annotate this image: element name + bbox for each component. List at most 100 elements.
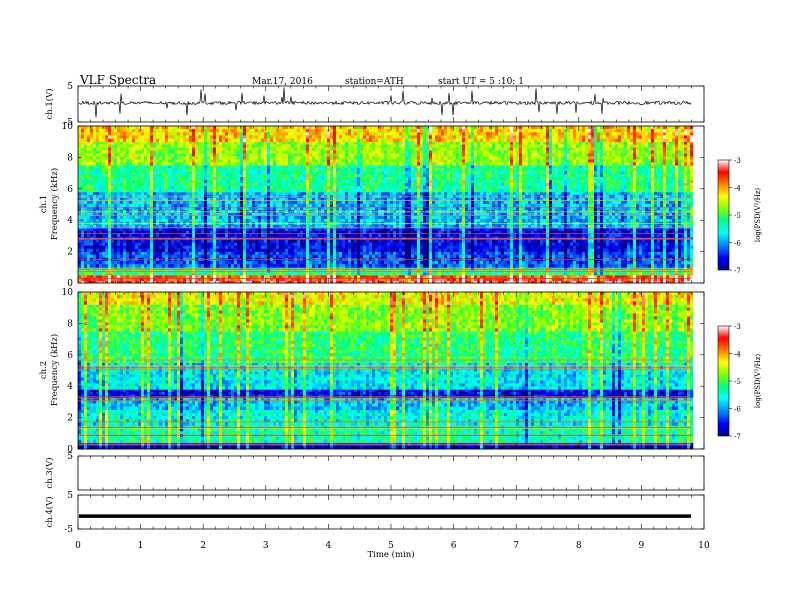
spectrogram-cell — [312, 233, 316, 238]
spectrogram-cell — [156, 207, 160, 211]
spectrogram-cell — [282, 242, 286, 247]
spectrogram-cell — [432, 239, 436, 244]
spectrogram-cell — [228, 228, 232, 232]
spectrogram-cell — [606, 204, 610, 208]
spectrogram-cell — [318, 248, 322, 252]
spectrogram-cell — [456, 231, 460, 235]
spectrogram-cell — [336, 233, 340, 238]
spectrogram-cell — [501, 228, 505, 232]
spectrogram-cell — [522, 191, 526, 196]
spectrogram-cell — [660, 272, 664, 276]
spectrogram-cell — [351, 228, 355, 232]
spectrogram-cell — [438, 191, 442, 196]
spectrogram-cell — [687, 236, 691, 241]
spectrogram-cell — [564, 242, 568, 247]
spectrogram-cell — [456, 245, 460, 249]
spectrogram-cell — [471, 277, 475, 281]
spectrogram-cell — [249, 198, 253, 202]
spectrogram-cell — [162, 251, 166, 256]
spectrogram-cell — [162, 204, 166, 208]
spectrogram-cell — [672, 261, 676, 265]
spectrogram-cell — [450, 191, 454, 196]
spectrogram-cell — [132, 191, 136, 196]
spectrogram-cell — [408, 280, 412, 284]
spectrogram-cell — [540, 264, 544, 268]
spectrogram-cell — [81, 198, 85, 202]
spectrogram-cell — [258, 277, 262, 281]
spectrogram-cell — [105, 275, 109, 279]
spectrogram-cell — [390, 245, 394, 249]
spectrogram-cell — [99, 231, 103, 235]
spectrogram-cell — [372, 231, 376, 235]
spectrogram-cell — [123, 236, 127, 241]
spectrogram-cell — [243, 231, 247, 235]
spectrogram-cell — [561, 228, 565, 232]
spectrogram-cell — [531, 236, 535, 241]
spectrogram-cell — [432, 191, 436, 196]
spectrogram-cell — [354, 239, 358, 244]
spectrogram-cell — [237, 191, 241, 196]
spectrogram-cell — [570, 231, 574, 235]
spectrogram-cell — [144, 207, 148, 211]
figure-title: VLF Spectra — [79, 73, 156, 87]
spectrogram-cell — [291, 272, 295, 276]
spectrogram-cell — [96, 275, 100, 279]
spectrogram-cell — [138, 264, 142, 268]
spectrogram-cell — [600, 231, 604, 235]
spectrogram-cell — [486, 233, 490, 238]
spectrogram-cell — [414, 201, 418, 205]
spectrogram-cell — [450, 204, 454, 208]
spectrogram-cell — [315, 251, 319, 256]
spectrogram-cell — [588, 228, 592, 232]
spectrogram-cell — [180, 277, 184, 281]
spectrogram-cell — [141, 204, 145, 208]
spectrogram-cell — [258, 191, 262, 196]
spectrogram-cell — [105, 204, 109, 208]
spectrogram-cell — [237, 251, 241, 256]
spectrogram-cell — [432, 236, 436, 241]
spectrogram-cell — [189, 201, 193, 205]
spectrogram-cell — [279, 272, 283, 276]
spectrogram-cell — [561, 233, 565, 238]
spectrogram-cell — [612, 264, 616, 268]
spectrogram-cell — [582, 233, 586, 238]
spectrogram-cell — [165, 277, 169, 281]
spectrogram-cell — [618, 277, 622, 281]
spectrogram-cell — [468, 233, 472, 238]
spectrogram-cell — [594, 261, 598, 265]
spectrogram-cell — [402, 233, 406, 238]
spectrogram-cell — [102, 261, 106, 265]
spectrogram-cell — [573, 264, 577, 268]
spectrogram-cell — [147, 231, 151, 235]
spectrogram-cell — [90, 233, 94, 238]
spectrogram-cell — [234, 254, 238, 259]
spectrogram-cell — [96, 242, 100, 247]
spectrogram-cell — [366, 248, 370, 252]
spectrogram-cell — [348, 272, 352, 276]
spectrogram-cell — [525, 277, 529, 281]
spectrogram-cell — [78, 201, 82, 205]
spectrogram-cell — [165, 254, 169, 259]
spectrogram-cell — [420, 272, 424, 276]
spectrogram-cell — [213, 236, 217, 241]
spectrogram-cell — [357, 275, 361, 279]
spectrogram-cell — [258, 198, 262, 202]
spectrogram-cell — [153, 236, 157, 241]
spectrogram-cell — [378, 248, 382, 252]
spectrogram-cell — [489, 272, 493, 276]
spectrogram-cell — [675, 239, 679, 244]
spectrogram-cell — [282, 245, 286, 249]
spectrogram-cell — [558, 272, 562, 276]
spectrogram-cell — [558, 280, 562, 284]
spectrogram-cell — [582, 251, 586, 256]
spectrogram-cell — [525, 228, 529, 232]
spectrogram-cell — [351, 245, 355, 249]
spectrogram-cell — [303, 191, 307, 196]
spectrogram-cell — [534, 204, 538, 208]
spectrogram-cell — [666, 201, 670, 205]
spectrogram-cell — [129, 275, 133, 279]
spectrogram-cell — [690, 267, 694, 271]
spectrogram-cell — [291, 228, 295, 232]
spectrogram-cell — [456, 228, 460, 232]
spectrogram-cell — [135, 264, 139, 268]
